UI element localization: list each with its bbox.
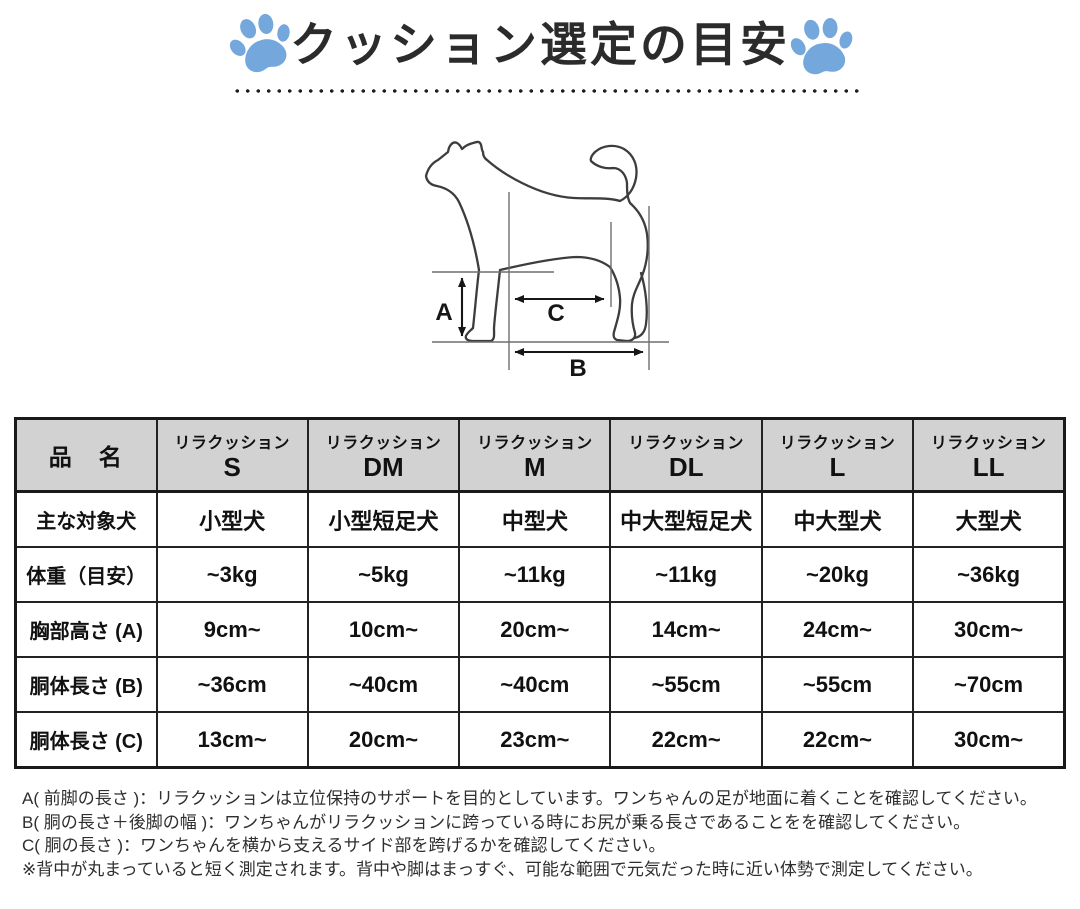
table-cell: 23cm~ xyxy=(458,711,612,769)
table-header-size-m: リラクッション M xyxy=(458,417,612,493)
size-code: M xyxy=(523,451,546,482)
table-cell: 小型短足犬 xyxy=(306,490,461,548)
dotted-divider xyxy=(232,88,864,94)
table-cell: 13cm~ xyxy=(155,711,309,769)
row-label: 胴体長さ (B) xyxy=(14,656,158,713)
table-cell: 22cm~ xyxy=(609,711,763,769)
table-cell: ~55cm xyxy=(760,656,915,713)
table-cell: 中大型短足犬 xyxy=(609,490,763,548)
brand-label: リラクッション xyxy=(930,434,1047,452)
table-cell: 中大型犬 xyxy=(760,490,915,548)
table-cell: ~20kg xyxy=(760,546,915,603)
footnotes: A( 前脚の長さ )：リラクッションは立位保持のサポートを目的としています。ワン… xyxy=(22,787,1072,881)
size-code: LL xyxy=(972,451,1005,482)
footnote-a: A( 前脚の長さ )：リラクッションは立位保持のサポートを目的としています。ワン… xyxy=(22,789,1037,808)
table-header-size-l: リラクッション L xyxy=(760,417,915,493)
size-table: 品 名 リラクッション S リラクッション DM リラクッション M リラクッシ… xyxy=(14,417,1066,769)
paw-icon xyxy=(229,13,290,73)
table-header-product-name: 品 名 xyxy=(14,417,158,493)
table-cell: ~36kg xyxy=(912,546,1066,603)
size-code: DL xyxy=(668,451,704,482)
brand-label: リラクッション xyxy=(174,434,290,452)
table-cell: 小型犬 xyxy=(155,490,309,548)
row-label: 胴体長さ (C) xyxy=(14,711,158,769)
paw-icon xyxy=(790,18,853,75)
table-cell: ~3kg xyxy=(155,546,309,603)
measure-label-a: A xyxy=(435,299,452,326)
table-header-row: 品 名 リラクッション S リラクッション DM リラクッション M リラクッシ… xyxy=(14,417,1066,493)
dog-measurement-diagram: A C B xyxy=(424,140,669,382)
table-cell: ~55cm xyxy=(609,656,763,713)
dog-outline xyxy=(424,140,649,343)
dog-far-leg xyxy=(632,271,648,340)
table-cell: ~11kg xyxy=(609,546,763,603)
size-code: S xyxy=(223,451,241,482)
table-cell: 大型犬 xyxy=(912,490,1066,548)
table-header-size-ll: リラクッション LL xyxy=(912,417,1066,493)
row-label: 胸部高さ (A) xyxy=(14,601,158,658)
paw-icon-shape xyxy=(229,13,290,73)
table-row-weight: 体重（目安） ~3kg ~5kg ~11kg ~11kg ~20kg ~36kg xyxy=(14,546,1066,603)
footnote-b: B( 胴の長さ＋後脚の幅 )：ワンちゃんがリラクッションに跨っている時にお尻が乗… xyxy=(22,812,971,832)
table-header-size-s: リラクッション S xyxy=(155,417,309,493)
row-label: 主な対象犬 xyxy=(14,490,158,548)
table-row-chest-height: 胸部高さ (A) 9cm~ 10cm~ 20cm~ 14cm~ 24cm~ 30… xyxy=(14,601,1066,658)
table-cell: ~40cm xyxy=(306,656,461,713)
table-row-body-length-c: 胴体長さ (C) 13cm~ 20cm~ 23cm~ 22cm~ 22cm~ 3… xyxy=(14,711,1066,769)
table-cell: 10cm~ xyxy=(306,601,461,658)
paw-icon-shape xyxy=(790,18,853,75)
size-code: L xyxy=(829,451,846,482)
table-cell: 20cm~ xyxy=(458,601,612,658)
brand-label: リラクッション xyxy=(477,434,593,452)
table-cell: 30cm~ xyxy=(912,711,1066,769)
table-cell: 中型犬 xyxy=(458,490,612,548)
table-cell: 14cm~ xyxy=(609,601,763,658)
table-row-target-dog: 主な対象犬 小型犬 小型短足犬 中型犬 中大型短足犬 中大型犬 大型犬 xyxy=(14,490,1066,548)
table-cell: 9cm~ xyxy=(155,601,309,658)
table-cell: 20cm~ xyxy=(306,711,461,769)
table-cell: ~11kg xyxy=(458,546,612,603)
table-row-body-length-b: 胴体長さ (B) ~36cm ~40cm ~40cm ~55cm ~55cm ~… xyxy=(14,656,1066,713)
page-title: クッション選定の目安 xyxy=(290,18,790,71)
size-code: DM xyxy=(363,451,404,482)
measure-label-b: B xyxy=(569,355,586,382)
footnote-c: C( 胴の長さ )：ワンちゃんを横から支えるサイド部を跨げるかを確認してください… xyxy=(22,836,666,855)
row-label: 体重（目安） xyxy=(14,546,158,603)
table-cell: ~36cm xyxy=(155,656,309,713)
brand-label: リラクッション xyxy=(628,434,744,452)
footnote-note: ※背中が丸まっていると短く測定されます。背中や脚はまっすぐ、可能な範囲で元気だっ… xyxy=(22,859,983,879)
table-cell: ~5kg xyxy=(306,546,461,603)
table-cell: ~70cm xyxy=(912,656,1066,713)
table-cell: 24cm~ xyxy=(760,601,915,658)
measure-label-c: C xyxy=(547,300,564,327)
brand-label: リラクッション xyxy=(325,434,442,452)
table-cell: ~40cm xyxy=(458,656,612,713)
table-cell: 30cm~ xyxy=(912,601,1066,658)
table-header-size-dl: リラクッション DL xyxy=(609,417,763,493)
table-cell: 22cm~ xyxy=(760,711,915,769)
table-header-size-dm: リラクッション DM xyxy=(306,417,461,493)
brand-label: リラクッション xyxy=(779,434,896,452)
